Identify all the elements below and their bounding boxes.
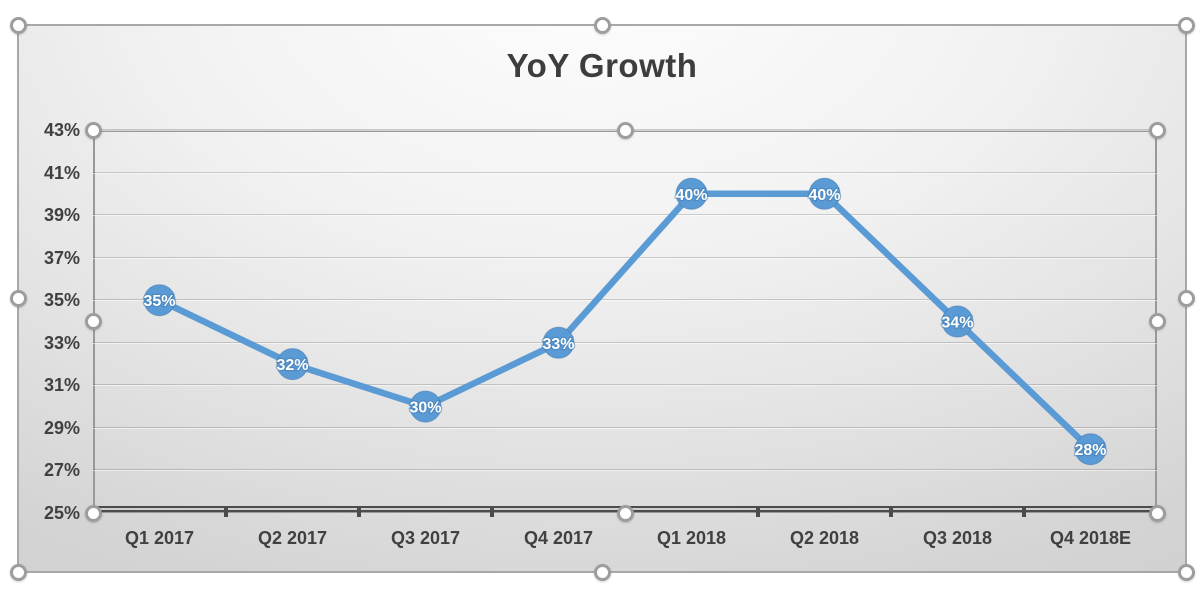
data-point-marker[interactable] [808,177,841,210]
y-axis-label[interactable]: 37% [43,247,80,268]
gridline [93,299,1157,302]
plot-selection-handle[interactable] [84,313,102,330]
gridline [93,384,1157,387]
x-axis-label[interactable]: Q2 2018 [789,528,860,548]
y-axis-label[interactable]: 33% [43,332,80,353]
chart-selection-handle[interactable] [593,16,611,34]
data-point-label: 33% [542,336,574,353]
chart-selection-handle[interactable] [9,290,27,307]
x-axis-label[interactable]: Q3 2017 [390,528,461,548]
data-point-marker[interactable] [542,326,575,359]
x-axis-tick [357,506,361,517]
data-point-label: 28% [1074,442,1106,459]
series-line[interactable] [156,190,1094,453]
x-axis-label[interactable]: Q4 2017 [523,528,594,548]
chart-selection-handle[interactable] [9,16,27,34]
y-axis-label[interactable]: 39% [43,205,80,226]
y-axis-label[interactable]: 35% [43,290,80,311]
chart-selection-handle[interactable] [9,563,27,581]
data-point-label: 32% [276,357,308,374]
gridline [93,256,1157,259]
y-axis-label[interactable]: 43% [43,120,80,140]
plot-selection-handle[interactable] [616,504,634,522]
gridline [93,469,1157,472]
x-axis-label[interactable]: Q2 2017 [257,528,328,548]
data-point-marker[interactable] [1074,433,1107,466]
data-point-label: 40% [808,187,840,204]
x-axis-label[interactable]: Q1 2018 [656,528,727,548]
data-point-marker[interactable] [675,177,708,210]
chart-selection-handle[interactable] [1177,16,1195,34]
plot-selection-handle[interactable] [84,504,102,522]
plot-selection-handle[interactable] [616,121,634,139]
x-axis-tick [889,506,893,517]
chart-selection-handle[interactable] [593,563,611,581]
gridline [93,341,1157,344]
plot-selection-handle[interactable] [84,121,102,139]
chart-selection-handle[interactable] [1177,563,1195,581]
gridline [93,214,1157,217]
plot-selection-handle[interactable] [1148,504,1166,522]
data-point-marker[interactable] [276,348,309,381]
data-point-label: 34% [941,315,973,332]
x-axis-tick [490,506,494,517]
plot-selection-handle[interactable] [1148,121,1166,139]
chart-title[interactable]: YoY Growth [506,47,698,84]
data-point-marker[interactable] [941,305,974,338]
data-point-label: 40% [675,187,707,204]
chart-selection-handle[interactable] [1177,290,1195,307]
y-axis-label[interactable]: 41% [43,162,80,183]
data-point-marker[interactable] [409,390,442,423]
x-axis-tick [1022,506,1026,517]
data-point-label: 35% [143,293,175,310]
x-axis-label[interactable]: Q3 2018 [922,528,993,548]
x-axis-label[interactable]: Q1 2017 [124,528,195,548]
x-axis-tick [756,506,760,517]
y-axis-label[interactable]: 25% [43,503,80,523]
y-axis-label[interactable]: 27% [43,460,80,481]
plot-selection-handle[interactable] [1148,313,1166,330]
gridline [93,426,1157,429]
x-axis-label[interactable]: Q4 2018E [1049,528,1132,548]
data-point-marker[interactable] [143,284,176,317]
y-axis-label[interactable]: 29% [43,417,80,438]
y-axis-label[interactable]: 31% [43,375,80,396]
x-axis-tick [224,506,228,517]
gridline [93,171,1157,174]
data-point-label: 30% [409,400,441,417]
